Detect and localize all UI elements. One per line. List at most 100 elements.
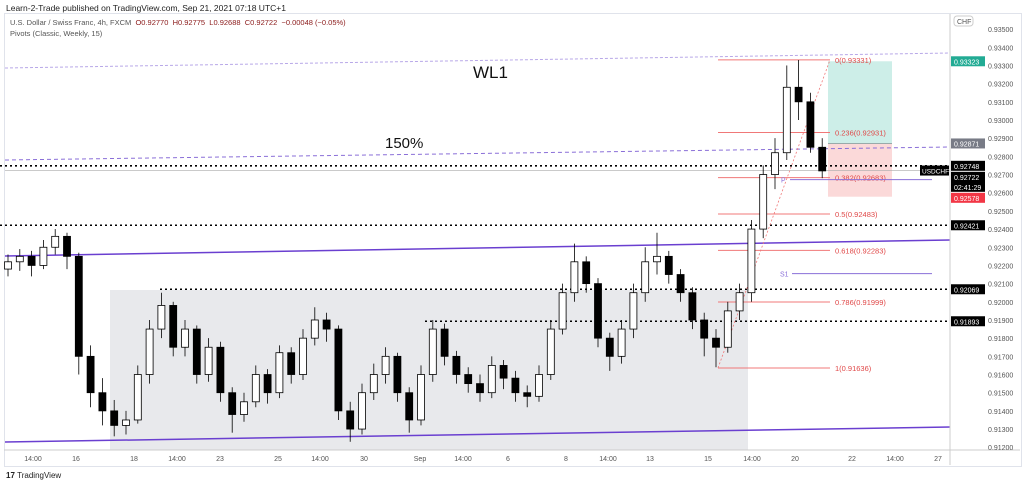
candle bbox=[735, 283, 744, 320]
candle bbox=[181, 319, 189, 357]
candle bbox=[617, 319, 626, 364]
symbol-description[interactable]: U.S. Dollar / Swiss Franc, 4h, FXCM bbox=[10, 18, 132, 27]
symbol-badge bbox=[920, 165, 949, 176]
price-tick-label: 0.92400 bbox=[988, 227, 1013, 234]
time-tick-label: 6 bbox=[506, 456, 510, 463]
time-tick-label: Sep bbox=[414, 456, 427, 463]
candle bbox=[700, 312, 709, 357]
price-tick-label: 0.93300 bbox=[988, 63, 1013, 70]
candle bbox=[157, 292, 166, 339]
candle bbox=[381, 347, 390, 384]
candle bbox=[570, 243, 579, 302]
time-tick-label: 8 bbox=[564, 456, 568, 463]
candle bbox=[818, 138, 827, 179]
candle-body-up bbox=[428, 328, 437, 375]
price-badge-label: 0.92871 bbox=[954, 141, 979, 148]
stop-zone bbox=[828, 143, 892, 197]
brand-name: TradingView bbox=[17, 471, 62, 480]
candle-body-up bbox=[39, 246, 48, 266]
candle bbox=[782, 65, 791, 160]
candle-body-down bbox=[688, 292, 697, 321]
change-value: −0.00048 (−0.05%) bbox=[281, 18, 346, 27]
candle-body-up bbox=[653, 255, 661, 263]
price-tick-label: 0.92900 bbox=[988, 136, 1013, 143]
candle bbox=[74, 252, 83, 375]
candle bbox=[251, 365, 260, 408]
price-tick-label: 0.92000 bbox=[988, 300, 1013, 307]
price-badge-label: 0.92748 bbox=[954, 164, 979, 171]
time-tick-label: 14:00 bbox=[454, 456, 472, 463]
price-tick-label: 0.92700 bbox=[988, 173, 1013, 180]
time-tick-label: 14:00 bbox=[24, 456, 42, 463]
candle bbox=[712, 329, 720, 368]
bar-countdown: 02:41:29 bbox=[954, 185, 981, 192]
time-tick-label: 14:00 bbox=[886, 456, 904, 463]
candle bbox=[358, 383, 366, 435]
candle-body-down bbox=[405, 392, 414, 421]
price-badge bbox=[951, 160, 985, 171]
candle bbox=[334, 325, 343, 420]
candle-body-up bbox=[310, 319, 319, 339]
candle bbox=[723, 301, 732, 353]
candle-body-down bbox=[712, 337, 720, 348]
candle-body-down bbox=[346, 410, 355, 430]
price-tick-label: 0.92500 bbox=[988, 209, 1013, 216]
candle bbox=[322, 312, 331, 342]
open-value: O0.92770 bbox=[135, 18, 169, 27]
candle-body-up bbox=[275, 352, 284, 394]
candle bbox=[27, 250, 36, 277]
symbol-ohlc: U.S. Dollar / Swiss Franc, 4h, FXCM O0.9… bbox=[10, 17, 346, 28]
candle-body-up bbox=[181, 328, 189, 348]
time-tick-label: 15 bbox=[704, 456, 712, 463]
candle-body-down bbox=[700, 319, 709, 339]
candle-body-up bbox=[122, 419, 130, 426]
candle-body-down bbox=[676, 274, 685, 294]
currency-button bbox=[953, 15, 974, 27]
candle-body-down bbox=[322, 319, 331, 330]
candle bbox=[263, 369, 272, 404]
candle bbox=[629, 283, 638, 339]
candle-body-up bbox=[240, 401, 248, 415]
symbol-badge-label: USDCHF bbox=[922, 169, 949, 176]
indicator-label[interactable]: Pivots (Classic, Weekly, 15) bbox=[10, 29, 103, 38]
low-value: L0.92688 bbox=[209, 18, 241, 27]
candle bbox=[122, 410, 130, 435]
candle-body-down bbox=[818, 146, 827, 172]
candle bbox=[523, 385, 532, 408]
candle bbox=[605, 332, 614, 371]
price-badge bbox=[951, 138, 985, 149]
candle bbox=[759, 165, 768, 239]
price-tick-label: 0.91300 bbox=[988, 427, 1013, 434]
dashed-trendline-top bbox=[4, 52, 951, 69]
price-tick-label: 0.91400 bbox=[988, 409, 1013, 416]
price-badge bbox=[951, 192, 985, 203]
candle-body-down bbox=[393, 355, 402, 394]
candle-body-up bbox=[145, 328, 154, 375]
candle-body-down bbox=[74, 255, 83, 357]
candle-body-up bbox=[381, 355, 390, 375]
channel-lower-line bbox=[4, 426, 951, 443]
candle-body-down bbox=[476, 383, 484, 394]
candle-body-down bbox=[334, 328, 343, 412]
candle bbox=[794, 60, 803, 120]
price-axis bbox=[950, 14, 1020, 450]
time-tick-label: 18 bbox=[130, 456, 138, 463]
candle bbox=[487, 356, 496, 399]
candle bbox=[275, 345, 284, 399]
time-tick-label: 30 bbox=[360, 456, 368, 463]
price-badge bbox=[951, 171, 985, 192]
candle-body-up bbox=[570, 261, 579, 294]
candle bbox=[145, 319, 154, 384]
price-badge-label: 0.91893 bbox=[954, 319, 979, 326]
candle-body-down bbox=[594, 283, 602, 339]
price-tick-label: 0.92200 bbox=[988, 263, 1013, 270]
currency-label[interactable]: CHF bbox=[957, 19, 971, 26]
price-tick-label: 0.92300 bbox=[988, 245, 1013, 252]
candle bbox=[641, 247, 650, 302]
candle bbox=[405, 387, 414, 433]
candle bbox=[582, 256, 591, 293]
candle bbox=[310, 307, 319, 346]
candle-body-down bbox=[110, 410, 119, 426]
time-tick-label: 14:00 bbox=[168, 456, 186, 463]
